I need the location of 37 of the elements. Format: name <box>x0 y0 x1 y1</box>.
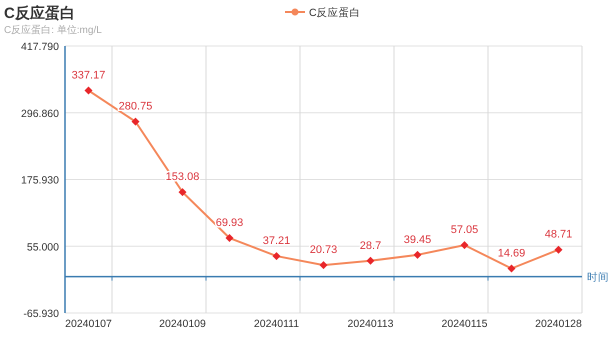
x-tick-label: 20240107 <box>65 318 112 330</box>
x-tick-label: 20240115 <box>442 318 488 330</box>
y-tick-label: 175.930 <box>21 174 60 186</box>
x-tick-label: 20240113 <box>348 318 394 330</box>
legend: C反应蛋白 <box>285 7 361 19</box>
data-label: 337.17 <box>72 70 106 82</box>
x-tick-label: 20240111 <box>254 318 300 330</box>
chart-subtitle: C反应蛋白: 单位:mg/L <box>4 24 102 36</box>
data-label: 69.93 <box>216 217 244 230</box>
data-label: 57.05 <box>450 224 478 236</box>
point <box>84 86 92 94</box>
data-label: 20.73 <box>310 244 338 256</box>
y-tick-label: -65.930 <box>23 308 60 320</box>
point <box>414 250 422 259</box>
point <box>178 188 186 196</box>
x-tick-label: 20240128 <box>535 318 582 330</box>
y-tick-label: 296.860 <box>21 108 60 120</box>
point <box>272 252 280 260</box>
point <box>508 264 516 272</box>
legend-label: C反应蛋白 <box>309 6 361 19</box>
data-label: 48.71 <box>544 228 572 241</box>
x-tick-label: 20240109 <box>159 318 206 330</box>
point <box>320 261 328 270</box>
data-label: 39.45 <box>404 234 432 246</box>
data-label: 28.7 <box>360 240 382 252</box>
point <box>554 246 562 254</box>
data-label: 14.69 <box>498 248 526 260</box>
point <box>226 234 234 242</box>
point <box>460 241 468 250</box>
point <box>132 118 140 126</box>
point <box>366 256 374 265</box>
x-axis-title: 时间 <box>587 270 609 284</box>
data-label: 280.75 <box>118 100 152 113</box>
data-label: 37.21 <box>262 235 290 248</box>
y-tick-label: 55.000 <box>26 241 60 254</box>
chart-title: C反应蛋白 <box>4 4 75 22</box>
y-tick-label: 417.790 <box>21 41 60 53</box>
